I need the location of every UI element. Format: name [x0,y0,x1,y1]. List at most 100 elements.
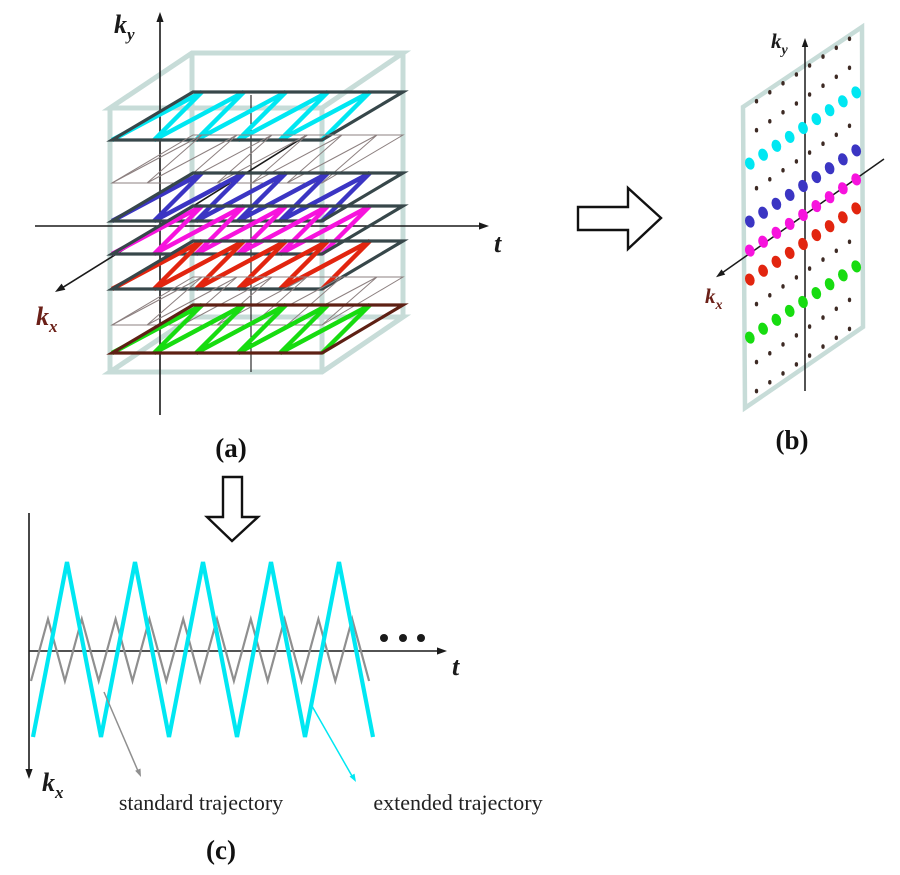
grid-dot [847,297,852,303]
grid-dot [794,333,799,338]
a-kx-axis-arrowhead-icon [55,283,66,292]
grid-dot [821,344,825,349]
grid-dot [821,54,825,59]
sample-dots [744,36,862,394]
b-ky-axis-label: ky [771,29,789,58]
plane-border [106,303,409,355]
sample-dot-magenta [824,191,835,204]
grid-dot [847,65,852,71]
grid-dot [834,335,838,341]
grid-dot [847,239,852,245]
grid-dot [781,168,785,173]
grid-dot [794,101,799,106]
sample-dot-red [811,229,822,242]
sample-dot-red [838,211,848,224]
sample-dot-blue [784,188,795,201]
extended-trajectory-line [30,561,376,738]
a-ky-axis-label: ky [114,10,135,44]
standard-trajectory-label: standard trajectory [119,790,283,815]
grid-dot [821,83,825,88]
sample-dot-green [851,260,862,273]
sample-dot-green [744,331,755,344]
grid-dot [834,74,838,80]
sample-dot-red [851,202,862,215]
sample-dot-magenta [744,244,755,257]
sample-dot-cyan [798,121,808,135]
b-kx-axis-arrowhead-icon [716,269,726,278]
ellipsis-dot [417,634,425,642]
arrow-a-to-c-icon [204,475,262,543]
sample-dot-magenta [771,226,782,239]
sample-dot-cyan [771,139,782,152]
sample-dot-blue [851,144,862,157]
grid-dot [807,324,812,329]
caption-b: (b) [776,425,809,455]
epi-plane-green [106,303,409,355]
grid-dot [794,362,799,367]
sample-dot-green [798,295,808,309]
sample-dot-magenta [798,208,808,222]
sample-dot-green [811,287,822,300]
sample-dot-blue [758,206,768,219]
sample-dot-blue [811,171,822,184]
sample-dot-green [784,304,795,317]
sample-dot-blue [838,153,848,166]
grid-dot [794,275,799,280]
caption-c: (c) [206,835,236,865]
sample-dot-red [758,264,768,277]
sample-dot-blue [824,162,835,175]
grid-dot [768,351,772,356]
sample-dot-cyan [824,104,835,117]
c-t-axis-label: t [452,652,460,681]
sample-dot-magenta [784,217,795,230]
grid-dot [781,342,785,347]
grid-dot [821,257,825,262]
c-t-axis-arrowhead-icon [437,647,447,655]
panel-b-shapes [716,22,885,413]
a-kx-axis-label: kx [36,302,58,336]
grid-dot [754,127,759,133]
extended-leader-line [311,705,353,777]
sample-dot-red [798,237,808,251]
grid-dot [781,371,785,376]
b-kx-axis-label: kx [705,284,723,313]
grid-dot [781,81,785,86]
panel-a-shapes [35,12,489,415]
ellipsis-dot [399,634,407,642]
a-t-axis-arrowhead-icon [479,222,489,230]
c-kx-axis-arrowhead-icon [25,769,33,779]
extended-trajectory-label: extended trajectory [373,790,542,815]
grid-dot [768,90,772,95]
c-kx-axis-label: kx [42,768,64,802]
sample-dot-green [824,278,835,291]
sample-dot-red [744,273,755,286]
grid-dot [807,63,812,68]
grid-dot [807,353,812,358]
plane-border [106,239,409,291]
grid-dot [834,306,838,312]
grid-dot [754,388,759,394]
sample-dot-cyan [758,148,768,161]
grid-dot [807,150,812,155]
grid-dot [768,380,772,385]
b-ky-axis-arrowhead-icon [801,38,809,47]
extended-leader-arrowhead-icon [349,773,356,782]
grid-dot [754,98,759,104]
a-ky-axis-arrowhead-icon [156,12,164,22]
sample-dot-green [758,322,768,335]
sample-dot-blue [798,179,808,193]
sample-dot-cyan [784,130,795,143]
grid-dot [834,45,838,51]
grid-dot [768,119,772,124]
grid-dot [821,141,825,146]
sample-dot-cyan [811,113,822,126]
grid-dot [754,359,759,365]
grid-dot [781,284,785,289]
grid-dot [847,36,852,42]
sample-dot-green [771,313,782,326]
sample-dot-red [771,255,782,268]
sample-dot-magenta [838,182,848,195]
grid-dot [794,159,799,164]
